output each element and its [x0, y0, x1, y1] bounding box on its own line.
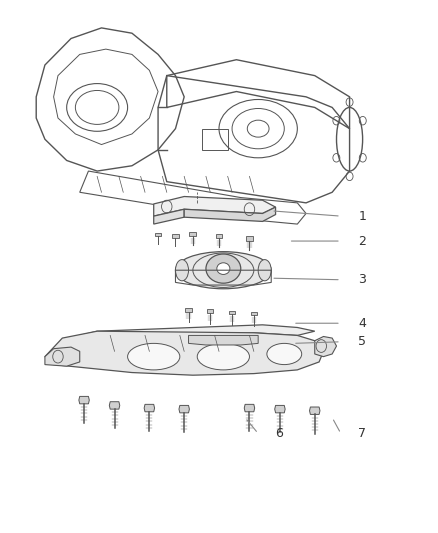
- Ellipse shape: [206, 254, 241, 283]
- Polygon shape: [310, 407, 320, 415]
- Polygon shape: [173, 234, 179, 238]
- Polygon shape: [45, 347, 80, 366]
- Polygon shape: [207, 310, 213, 313]
- Ellipse shape: [217, 263, 230, 274]
- Ellipse shape: [176, 252, 271, 289]
- Ellipse shape: [258, 260, 271, 281]
- Polygon shape: [80, 325, 315, 340]
- Polygon shape: [154, 209, 184, 224]
- Polygon shape: [155, 232, 161, 236]
- Text: 1: 1: [358, 209, 366, 223]
- Polygon shape: [184, 207, 276, 221]
- Polygon shape: [110, 402, 120, 409]
- Polygon shape: [251, 312, 257, 316]
- Polygon shape: [246, 236, 253, 240]
- Polygon shape: [185, 308, 191, 312]
- Polygon shape: [79, 397, 89, 404]
- Polygon shape: [154, 197, 276, 216]
- Polygon shape: [215, 234, 223, 238]
- Text: 4: 4: [358, 317, 366, 330]
- Polygon shape: [144, 405, 155, 412]
- Ellipse shape: [176, 260, 188, 281]
- Polygon shape: [275, 406, 285, 413]
- Polygon shape: [244, 405, 254, 412]
- Ellipse shape: [267, 343, 302, 365]
- Text: 7: 7: [358, 427, 366, 440]
- Polygon shape: [229, 311, 235, 314]
- Text: 6: 6: [276, 427, 283, 440]
- Polygon shape: [188, 335, 258, 345]
- Text: 2: 2: [358, 235, 366, 247]
- Polygon shape: [45, 331, 323, 375]
- Polygon shape: [179, 406, 189, 413]
- Text: 3: 3: [358, 273, 366, 286]
- Ellipse shape: [127, 343, 180, 370]
- Text: 5: 5: [358, 335, 366, 348]
- Polygon shape: [189, 232, 196, 236]
- Polygon shape: [315, 336, 336, 357]
- Ellipse shape: [197, 343, 250, 370]
